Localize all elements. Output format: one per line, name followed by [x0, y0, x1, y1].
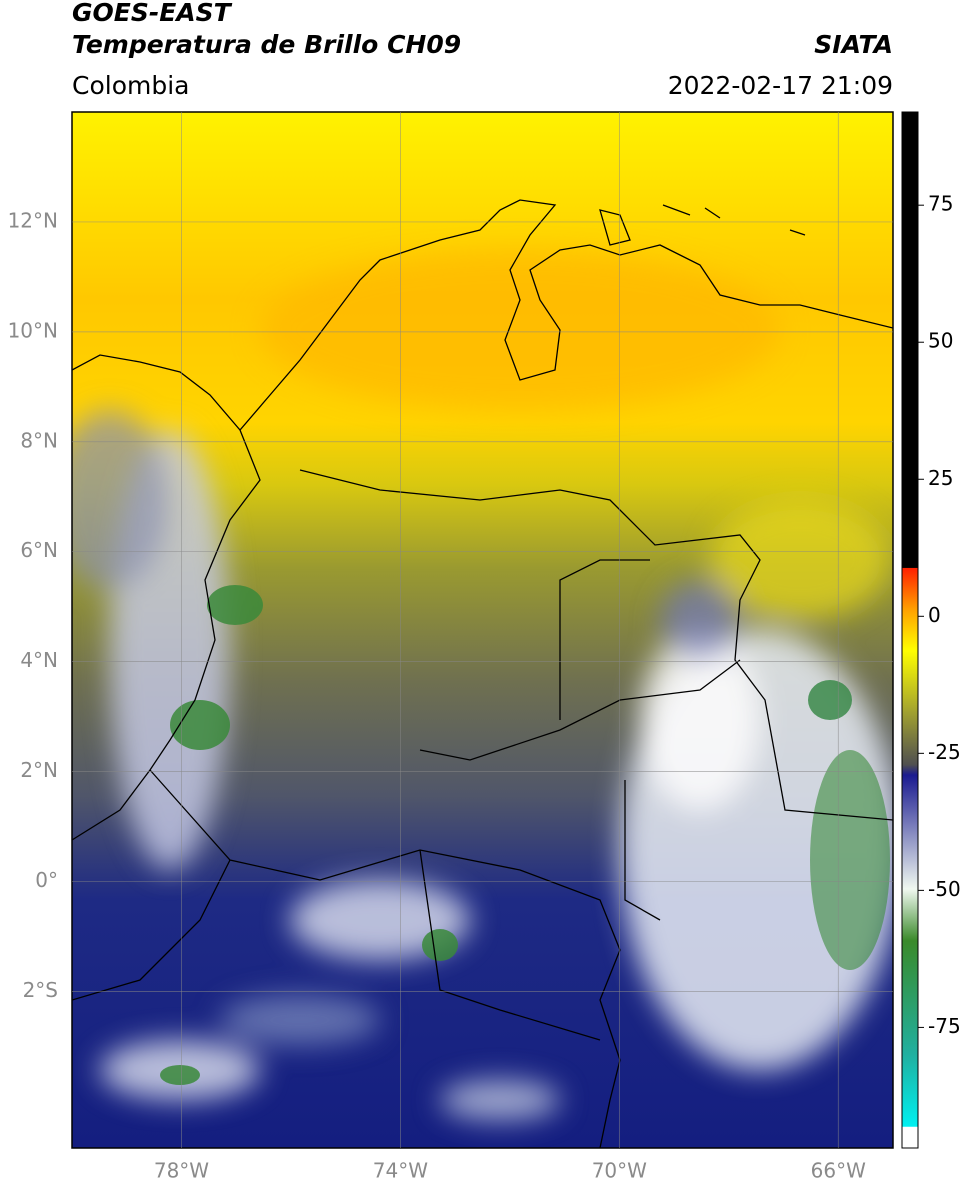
lat-tick-label: 12°N — [8, 208, 58, 232]
lon-tick-label: 78°W — [154, 1159, 209, 1183]
colorbar-tick-label: -75 — [928, 1014, 961, 1038]
title-line2: Temperatura de Brillo CH09 — [72, 30, 461, 59]
colorbar-tick-label: 25 — [928, 466, 953, 490]
datetime: 2022-02-17 21:09 — [668, 71, 893, 100]
colorbar — [901, 111, 919, 1149]
lon-tick-label: 70°W — [592, 1159, 647, 1183]
lat-tick-label: 10°N — [8, 318, 58, 342]
region: Colombia — [72, 71, 189, 100]
lon-tick-label: 74°W — [373, 1159, 428, 1183]
lon-tick-label: 66°W — [811, 1159, 866, 1183]
map-frame — [71, 111, 894, 1149]
lat-tick-label: 6°N — [20, 538, 58, 562]
title-line1: GOES-EAST — [72, 0, 233, 27]
lat-tick-label: 4°N — [20, 648, 58, 672]
colorbar-tick-label: -50 — [928, 877, 961, 901]
colorbar-tick-label: 50 — [928, 329, 953, 353]
colorbar-tick-label: 0 — [928, 603, 941, 627]
colorbar-tick-label: 75 — [928, 192, 953, 216]
source: SIATA — [814, 30, 893, 59]
graticule — [72, 112, 893, 1148]
lat-tick-label: 8°N — [20, 428, 58, 452]
lat-tick-label: 2°S — [23, 978, 58, 1002]
lat-tick-label: 0° — [35, 868, 58, 892]
colorbar-tick-label: -25 — [928, 740, 961, 764]
lat-tick-label: 2°N — [20, 758, 58, 782]
satellite-image — [72, 112, 893, 1148]
